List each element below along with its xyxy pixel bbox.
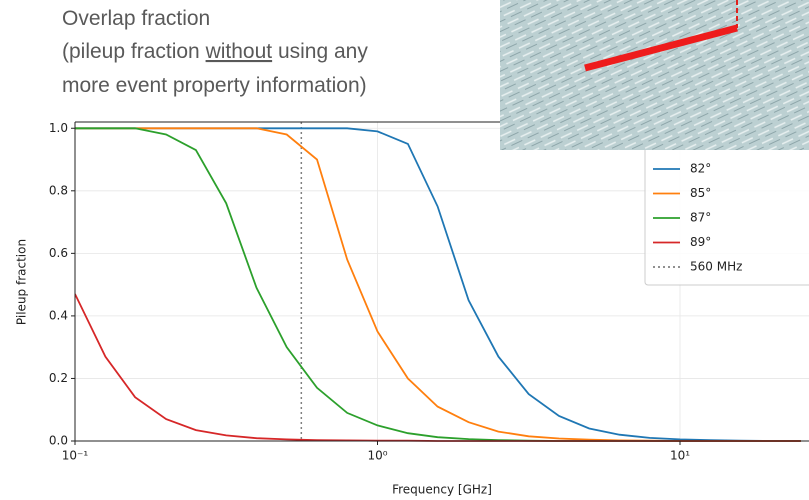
annotation-part: using any xyxy=(272,40,368,63)
y-axis-label: Pileup fraction xyxy=(15,239,29,325)
annotation-title: Overlap fraction xyxy=(62,7,210,30)
x-tick-label: 10⁻¹ xyxy=(62,449,89,463)
legend: 82° 85° 87° 89° 560 MHz xyxy=(644,127,809,286)
x-tick-label: 10⁰ xyxy=(367,449,387,463)
legend-label: 560 MHz xyxy=(690,260,742,274)
y-tick-label: 0.0 xyxy=(49,434,68,448)
legend-label: 87° xyxy=(690,211,711,225)
x-tick-label: 10¹ xyxy=(670,449,690,463)
x-axis-label: Frequency [GHz] xyxy=(392,483,492,497)
y-tick-label: 0.2 xyxy=(49,371,68,385)
inset-photo xyxy=(500,0,809,150)
legend-label: 89° xyxy=(690,235,711,249)
y-tick-label: 0.4 xyxy=(49,308,68,322)
photo-texture xyxy=(500,0,809,150)
y-tick-label: 0.8 xyxy=(49,183,68,197)
plot-area: 0.0 0.2 0.4 0.6 0.8 1.0 10⁻¹ 10⁰ 10¹ Frequency [G… xyxy=(15,121,809,497)
annotation-part: without xyxy=(205,40,273,63)
y-tick-label: 1.0 xyxy=(49,121,68,135)
annotation-part: (pileup fraction xyxy=(62,40,206,63)
annotation-line: (pileup fraction without using any xyxy=(62,40,368,63)
legend-label: 85° xyxy=(690,186,711,200)
legend-label: 82° xyxy=(690,162,711,176)
annotation-line: more event property information) xyxy=(62,74,367,97)
y-tick-label: 0.6 xyxy=(49,246,68,260)
photo-marker xyxy=(584,24,738,72)
